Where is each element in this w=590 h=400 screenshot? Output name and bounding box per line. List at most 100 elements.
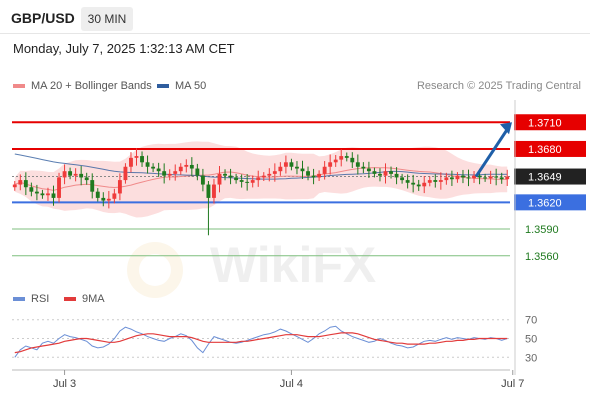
candle-body-11 [73,173,78,176]
candle-body-36 [212,184,216,198]
header-divider [0,33,590,34]
legend-ma20: MA 20 + Bollinger Bands [13,80,152,92]
rsi-swatch-icon [13,297,25,301]
candle-body-27 [162,171,167,176]
watermark-text: WikiFX [210,237,376,293]
candle-body-73 [416,184,421,187]
candle-body-32 [189,164,194,169]
candle-body-18 [112,193,117,199]
candle-body-84 [477,175,482,178]
rsi-line [14,325,508,358]
level-label-4: 1.3560 [525,251,559,263]
candle-body-89 [505,176,510,180]
candle-body-37 [217,173,222,185]
candle-body-52 [300,168,305,172]
candle-body-60 [344,156,349,158]
candle-body-14 [90,180,95,192]
candle-body-29 [173,171,178,174]
candle-body-74 [422,182,427,187]
candle-body-65 [372,171,377,174]
candle-body-28 [167,173,172,176]
candle-body-26 [156,168,161,172]
candle-body-35 [206,184,211,198]
candle-body-68 [389,171,393,174]
candle-body-51 [295,166,299,169]
candle-body-9 [62,171,67,178]
current-price-label: 1.3649 [528,172,562,184]
legend-ma50: MA 50 [157,80,206,92]
candle-body-2 [23,180,28,188]
candle-body-67 [383,171,388,176]
rsi-tick-2: 30 [525,352,537,364]
candle-body-12 [79,173,84,178]
candle-body-48 [278,166,283,172]
rsi-9ma-line [14,332,508,354]
candle-body-17 [106,198,111,201]
level-label-0: 1.3710 [528,117,562,129]
x-tick-label-2: Jul 7 [501,378,524,390]
candle-body-7 [51,193,56,198]
target-arrow-head-icon [500,122,512,135]
candle-body-81 [461,175,465,178]
candle-body-75 [427,180,432,183]
level-tag-1 [514,140,586,157]
candle-body-77 [438,180,443,182]
symbol-title: GBP/USD [11,10,75,26]
watermark-logo: WikiFX [127,237,376,298]
candle-body-66 [378,173,382,176]
candle-body-4 [34,191,39,194]
candle-body-49 [283,162,288,167]
candle-body-10 [68,171,73,176]
datetime-label: Monday, July 7, 2025 1:32:13 AM CET [13,41,235,56]
x-tick-label-1: Jul 4 [280,378,303,390]
candle-body-39 [228,175,233,178]
candle-body-42 [245,181,250,183]
target-arrow-line [474,127,510,178]
legend-ma50-label: MA 50 [175,80,207,92]
candle-body-20 [123,166,128,181]
candle-body-63 [361,166,366,169]
ma20-line [14,167,508,191]
candle-body-25 [151,166,156,169]
candle-body-47 [272,171,277,174]
candle-body-79 [449,177,454,180]
candle-body-21 [129,157,133,167]
candle-body-15 [95,191,100,198]
candle-body-59 [339,156,344,160]
timeframe-badge[interactable]: 30 MIN [81,7,133,31]
x-tick-label-0: Jul 3 [53,378,76,390]
ma50-line [14,153,508,180]
candle-body-83 [472,175,476,179]
candle-body-30 [178,166,183,172]
candle-body-55 [317,173,322,178]
candle-body-38 [223,173,227,176]
candle-body-5 [40,193,45,196]
candle-body-8 [57,177,61,198]
candle-body-69 [394,173,399,178]
candle-body-3 [29,187,34,192]
candle-body-87 [494,176,499,178]
legend-9ma: 9MA [64,293,105,305]
candle-body-56 [322,166,327,174]
candle-body-24 [145,162,150,167]
candle-body-80 [455,175,460,180]
level-tag-2 [514,194,586,211]
candle-body-62 [355,162,360,167]
candle-body-76 [433,180,438,182]
candle-body-6 [46,193,50,196]
ma20-swatch-icon [13,84,25,88]
candle-body-46 [267,173,272,176]
candle-body-45 [261,175,266,178]
candle-body-41 [239,180,244,182]
candle-body-58 [333,159,338,163]
candle-body-34 [200,175,205,185]
ma50-swatch-icon [157,84,169,88]
candle-body-23 [140,156,144,163]
level-tag-0 [514,114,586,131]
candle-body-71 [405,180,410,183]
credit-label: Research © 2025 Trading Central [416,80,581,92]
level-label-2: 1.3620 [528,197,562,209]
candle-body-33 [195,168,200,176]
level-label-3: 1.3590 [525,224,559,236]
